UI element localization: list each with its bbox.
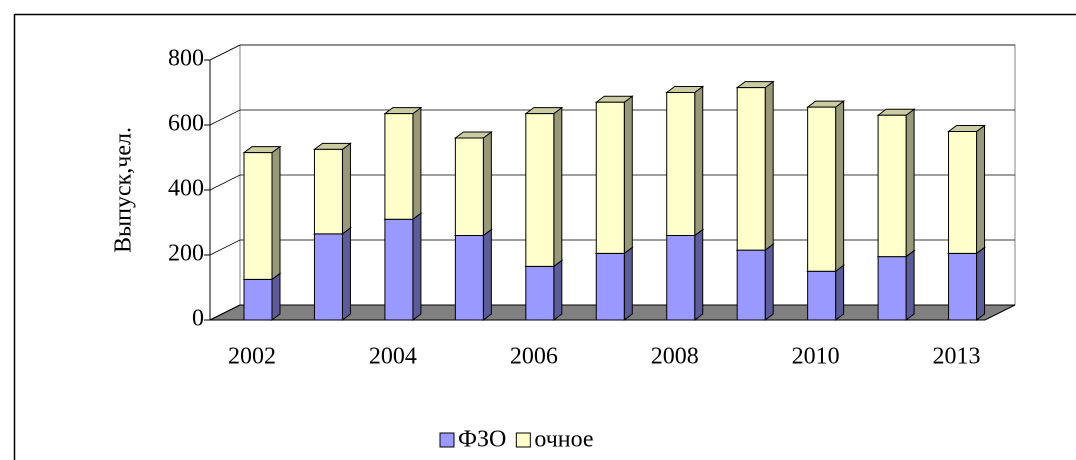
y-tick-label: 600	[168, 111, 204, 137]
y-axis-label: Выпуск,чел.	[111, 127, 137, 253]
bar-segment	[524, 259, 564, 321]
bar-side	[764, 80, 774, 252]
bar-side	[835, 100, 845, 273]
bar-segment	[312, 142, 352, 235]
bar-side	[976, 124, 986, 255]
x-tick-label: 2002	[228, 344, 276, 370]
legend-swatch	[515, 432, 531, 448]
bar-segment	[806, 100, 846, 273]
bar-front	[877, 114, 907, 258]
bar-side	[764, 243, 774, 321]
bar-segment	[665, 228, 705, 321]
bar-segment	[806, 264, 846, 321]
bar-front	[807, 270, 837, 321]
y-tick-label: 400	[168, 176, 204, 202]
y-tick-label: 200	[168, 241, 204, 267]
bar-front	[243, 152, 273, 280]
y-tick-label: 0	[192, 306, 204, 332]
bar-front	[595, 252, 625, 321]
bar-segment	[876, 249, 916, 321]
bar-front	[595, 101, 625, 254]
bar-side	[905, 249, 915, 321]
bar-front	[454, 235, 484, 321]
x-tick-label: 2008	[651, 344, 699, 370]
bar-segment	[876, 108, 916, 258]
bar-side	[271, 145, 281, 281]
bar-front	[877, 256, 907, 321]
bar-segment	[735, 80, 775, 252]
bar-side	[623, 246, 633, 321]
bar-front	[525, 265, 555, 321]
grid-line	[209, 44, 1015, 61]
bar-segment	[594, 246, 634, 321]
bar-side	[976, 246, 986, 321]
bar-side	[412, 106, 422, 221]
bar-front	[948, 131, 978, 254]
bar-front	[313, 148, 343, 235]
x-tick-label: 2006	[510, 344, 558, 370]
bar-side	[623, 95, 633, 255]
bar-front	[666, 92, 696, 236]
legend-label: очное	[534, 427, 593, 453]
bar-front	[948, 252, 978, 321]
bar-front	[525, 113, 555, 267]
bar-front	[736, 87, 766, 251]
bar-side	[553, 106, 563, 268]
bar-side	[694, 85, 704, 237]
bar-side	[694, 228, 704, 321]
bar-front	[243, 278, 273, 321]
y-tick-label: 800	[168, 46, 204, 72]
x-tick-label: 2004	[369, 344, 417, 370]
bar-side	[341, 226, 351, 321]
bar-segment	[453, 131, 493, 237]
bar-front	[807, 106, 837, 272]
bar-side	[482, 131, 492, 237]
bar-segment	[383, 212, 423, 321]
bar-segment	[242, 272, 282, 321]
bar-side	[482, 228, 492, 321]
bar-side	[271, 272, 281, 321]
legend-label: ФЗО	[458, 427, 506, 453]
bar-side	[905, 108, 915, 258]
bar-segment	[594, 95, 634, 255]
x-tick-label: 2010	[792, 344, 840, 370]
bar-side	[341, 142, 351, 235]
bar-segment	[312, 226, 352, 321]
bar-front	[666, 235, 696, 321]
bar-segment	[453, 228, 493, 321]
bar-segment	[383, 106, 423, 221]
x-tick-label: 2013	[933, 344, 981, 370]
bar-front	[736, 249, 766, 321]
bar-segment	[242, 145, 282, 281]
bar-segment	[947, 124, 987, 255]
bar-front	[384, 113, 414, 220]
bar-segment	[665, 85, 705, 237]
bar-segment	[735, 243, 775, 321]
bar-front	[454, 137, 484, 236]
bar-front	[313, 233, 343, 321]
bar-side	[412, 212, 422, 321]
legend-swatch	[439, 432, 455, 448]
bar-side	[553, 259, 563, 321]
bar-segment	[947, 246, 987, 321]
bar-front	[384, 218, 414, 321]
bar-side	[835, 264, 845, 321]
bar-segment	[524, 106, 564, 268]
